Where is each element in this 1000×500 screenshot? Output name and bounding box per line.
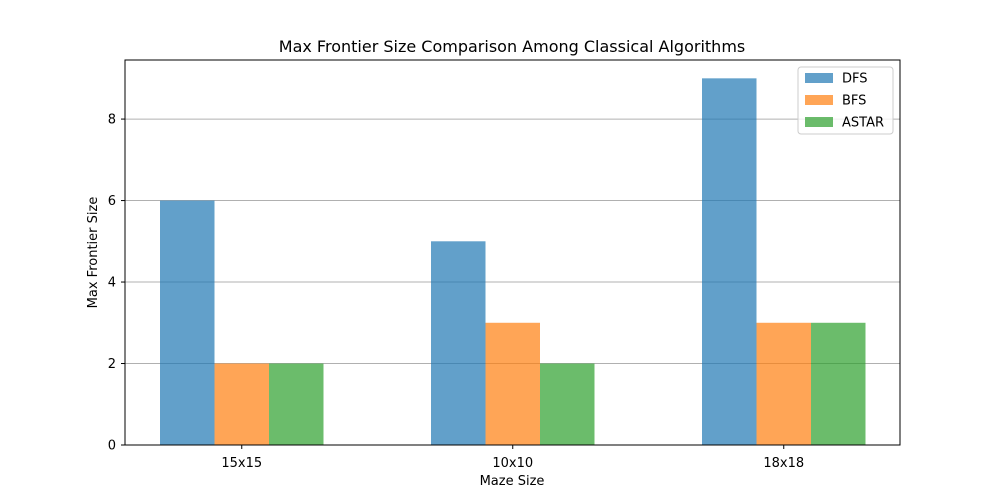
y-tick-label: 0 — [108, 439, 116, 454]
legend-swatch-bfs — [805, 95, 833, 105]
bar-dfs-15x15 — [160, 200, 215, 445]
legend-label-bfs: BFS — [842, 94, 866, 109]
bar-bfs-18x18 — [756, 322, 811, 445]
y-tick-label: 8 — [108, 113, 116, 128]
y-tick-label: 6 — [108, 194, 116, 209]
x-tick-label: 18x18 — [763, 456, 804, 471]
legend-swatch-dfs — [805, 73, 833, 83]
y-axis-label: Max Frontier Size — [86, 197, 101, 309]
bar-dfs-10x10 — [431, 241, 486, 445]
y-tick-label: 2 — [108, 357, 116, 372]
legend: DFS BFS ASTAR — [797, 66, 894, 135]
chart-title: Max Frontier Size Comparison Among Class… — [279, 37, 745, 56]
legend-swatch-astar — [805, 117, 833, 127]
bar-astar-15x15 — [269, 363, 324, 445]
bar-dfs-18x18 — [702, 78, 757, 445]
bar-astar-10x10 — [540, 363, 595, 445]
y-tick-label: 4 — [108, 276, 116, 291]
bar-bfs-15x15 — [214, 363, 269, 445]
y-axis-ticks: 0 2 4 6 8 — [108, 113, 125, 454]
x-axis-label: Maze Size — [480, 474, 545, 489]
legend-label-dfs: DFS — [842, 72, 868, 87]
x-tick-label: 15x15 — [221, 456, 262, 471]
legend-label-astar: ASTAR — [842, 116, 884, 131]
bar-group — [160, 78, 866, 445]
x-axis-ticks: 15x15 10x10 18x18 — [221, 445, 804, 471]
x-tick-label: 10x10 — [492, 456, 533, 471]
bar-bfs-10x10 — [485, 322, 540, 445]
bar-astar-18x18 — [811, 322, 866, 445]
